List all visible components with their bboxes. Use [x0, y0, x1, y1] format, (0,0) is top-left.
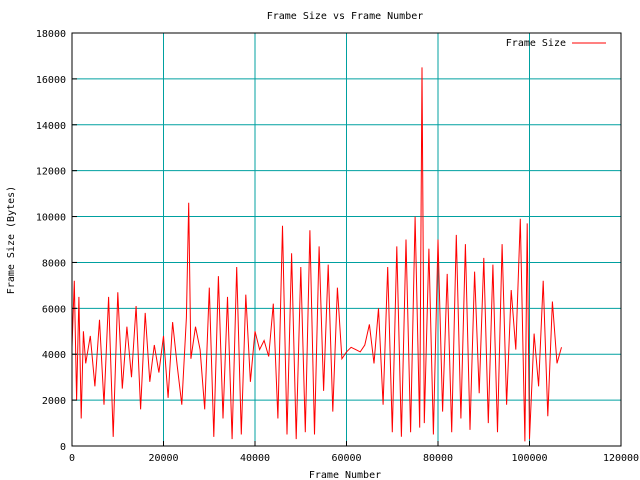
x-tick-label: 0	[69, 453, 75, 464]
y-tick-label: 2000	[42, 396, 66, 407]
y-tick-label: 4000	[42, 350, 66, 361]
legend: Frame Size	[506, 38, 606, 49]
series-layer	[71, 67, 562, 442]
y-tick-label: 10000	[36, 213, 66, 224]
grid	[72, 33, 621, 446]
legend-label: Frame Size	[506, 38, 566, 49]
y-tick-label: 0	[60, 442, 66, 453]
chart-title: Frame Size vs Frame Number	[267, 11, 424, 22]
y-tick-label: 6000	[42, 304, 66, 315]
x-tick-label: 60000	[331, 453, 361, 464]
x-tick-label: 120000	[603, 453, 639, 464]
axis-ticks: 0 20000 40000 60000 80000 100000 120000 0 2000 40…	[36, 29, 639, 464]
y-tick-label: 12000	[36, 167, 66, 178]
y-tick-label: 14000	[36, 121, 66, 132]
x-tick-label: 20000	[148, 453, 178, 464]
series-line	[71, 67, 562, 442]
y-tick-label: 16000	[36, 75, 66, 86]
y-tick-label: 8000	[42, 258, 66, 269]
x-tick-label: 80000	[423, 453, 453, 464]
x-axis-label: Frame Number	[309, 470, 381, 480]
x-tick-label: 40000	[240, 453, 270, 464]
y-tick-label: 18000	[36, 29, 66, 40]
x-tick-label: 100000	[511, 453, 547, 464]
y-axis-label: Frame Size (Bytes)	[6, 186, 17, 294]
